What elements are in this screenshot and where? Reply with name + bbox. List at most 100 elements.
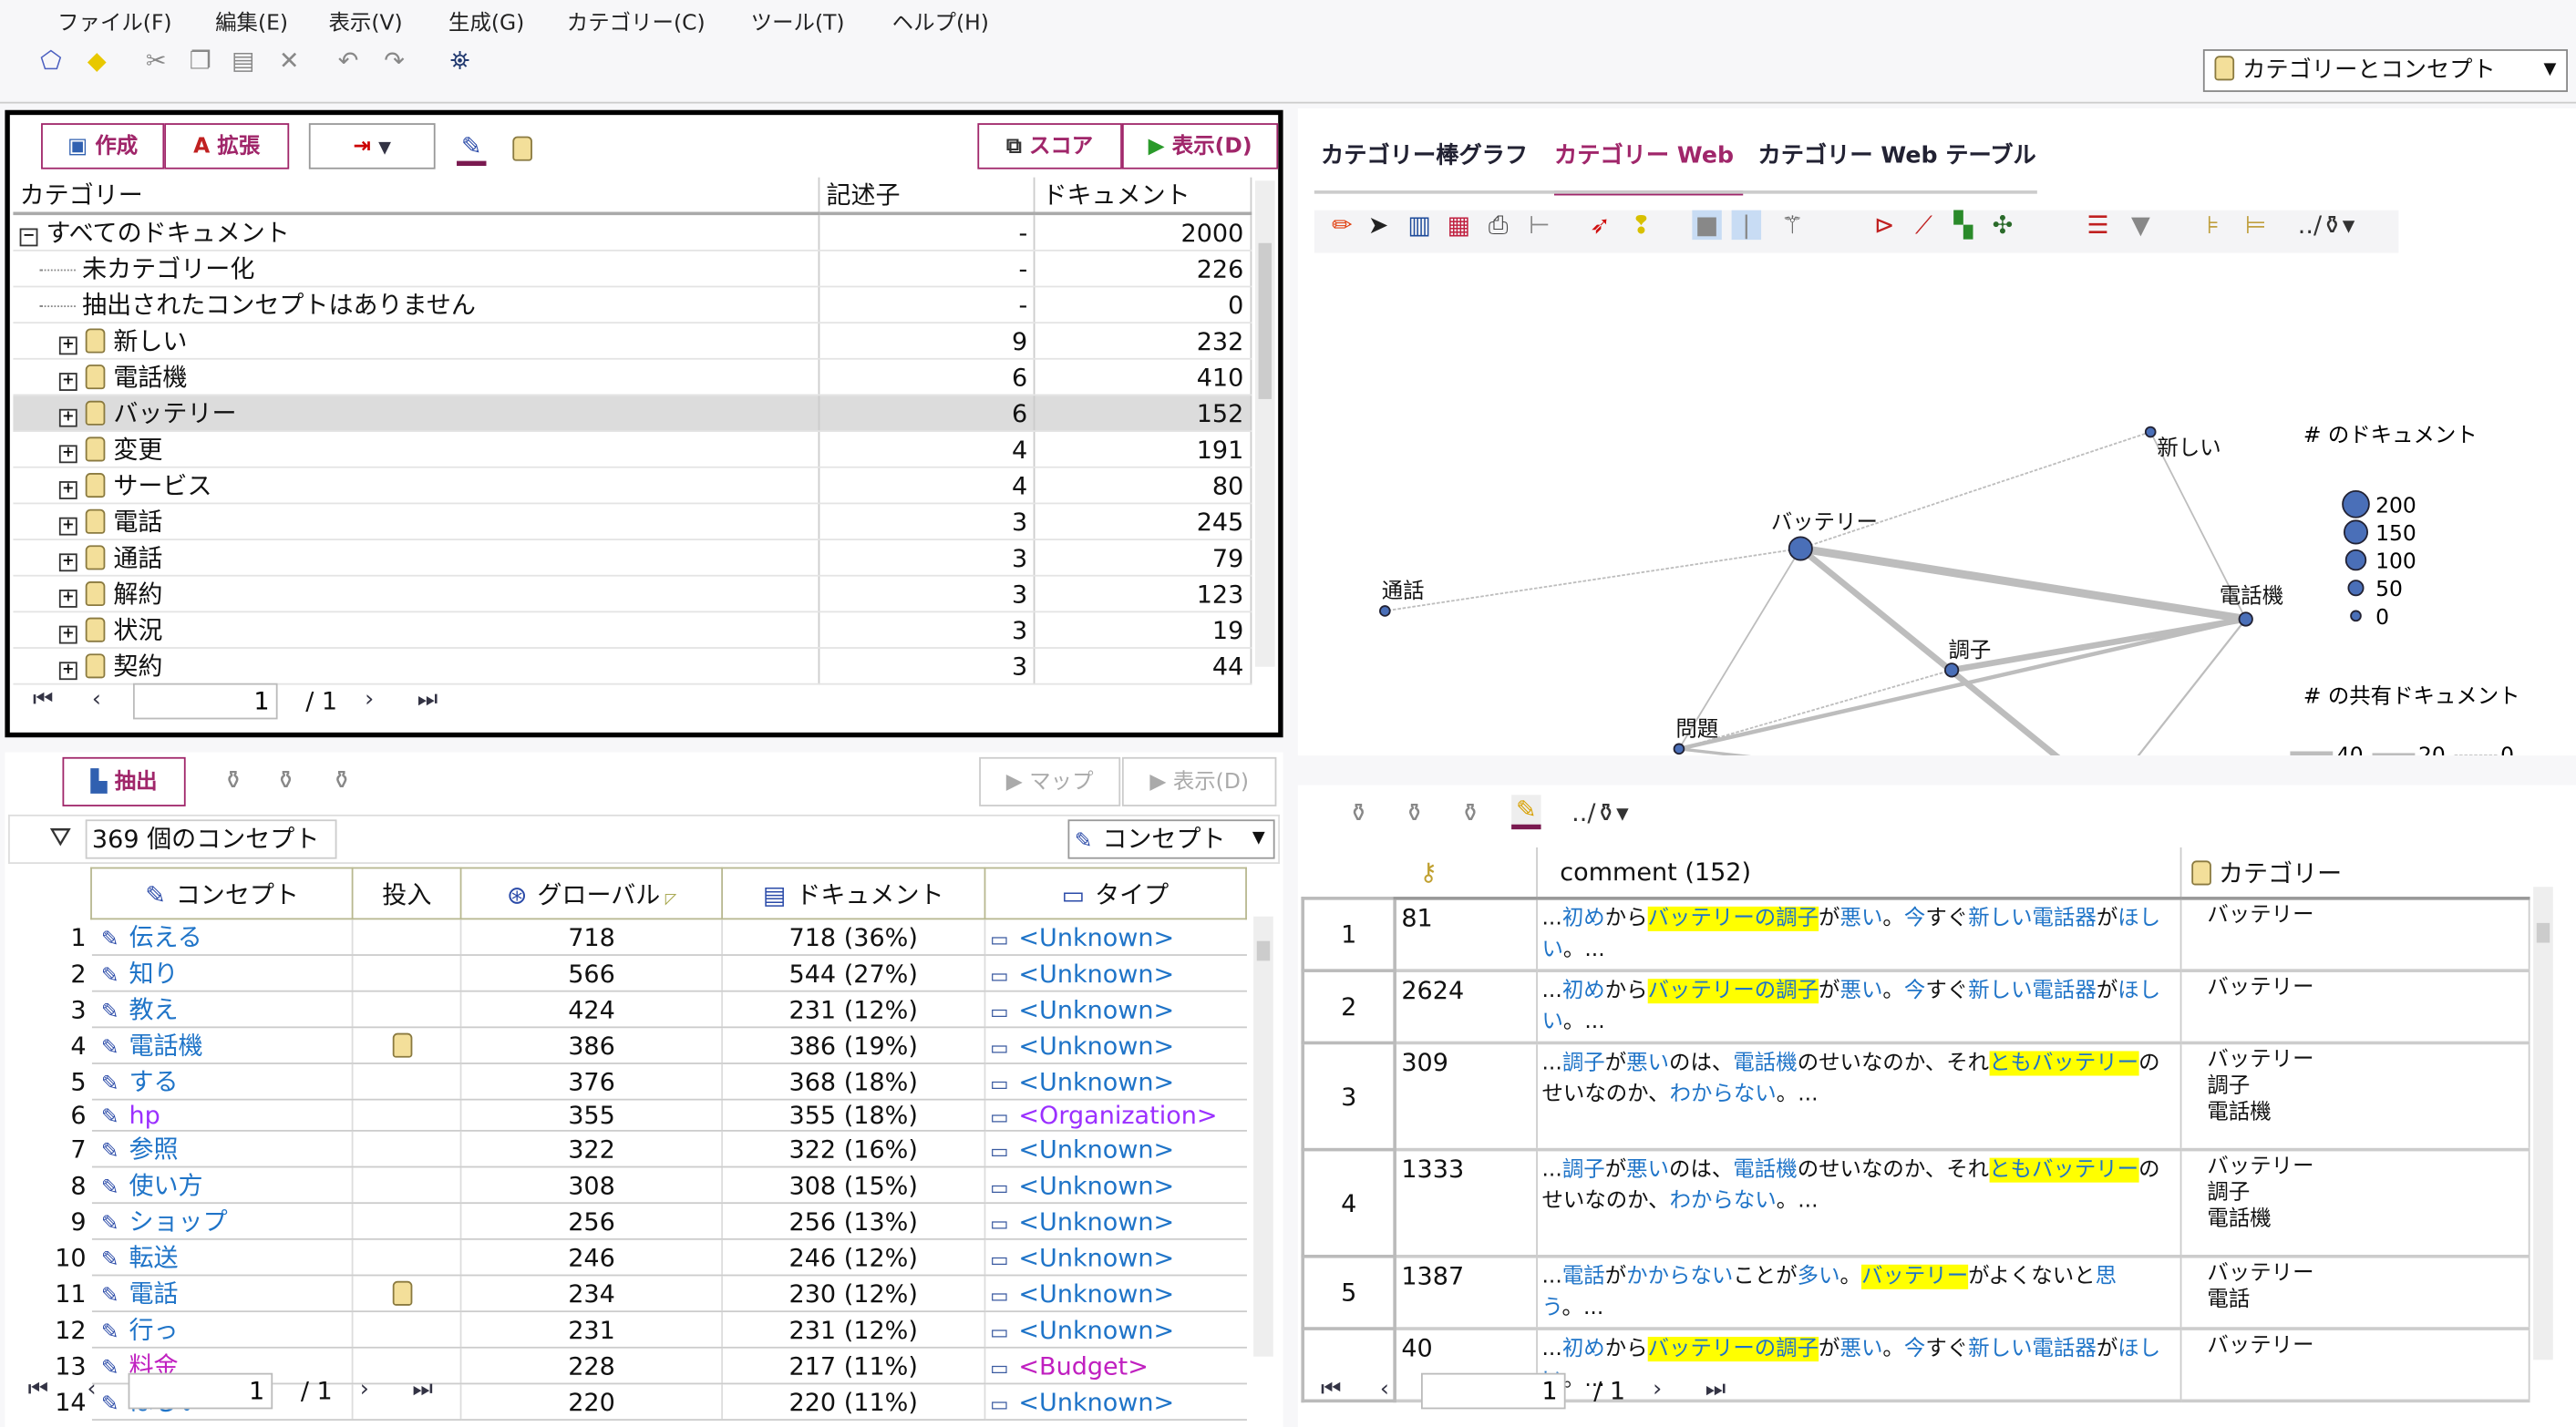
web-edge[interactable] [1678,617,2247,752]
expand-icon[interactable]: + [58,625,77,644]
add-to-category-icon[interactable]: ⚱ [222,765,244,796]
collapse-tree-icon[interactable]: ⊨ [2244,210,2267,241]
table-copy-icon[interactable]: ▦ [1447,210,1471,241]
concept-name[interactable]: 転送 [129,1243,179,1273]
first-page-icon[interactable]: ⏮ [27,1376,49,1403]
document-row[interactable]: 3 309 ...調子が悪いのは、電話機のせいなのか、それともバッテリーのせいなのか… [1301,1041,2530,1152]
extend-button[interactable]: A 拡張 [164,123,290,169]
category-menu-icon[interactable]: ../⚱▾ [1571,797,1629,828]
build-button[interactable]: ▣ 作成 [41,123,165,169]
extract-button[interactable]: ▙ 抽出 [62,756,186,806]
scrollbar-thumb[interactable] [1256,940,1271,961]
circle-layout-icon[interactable]: ✣ [1992,210,2014,241]
category-row[interactable]: + 電話 3 245 [13,503,1252,540]
column-header[interactable]: ▤ ドキュメント [721,867,985,920]
new-icon[interactable]: ⬠ [40,46,62,76]
tab-category-web[interactable]: カテゴリー Web [1553,138,1744,196]
web-node[interactable] [1788,536,1813,561]
scrollbar-thumb[interactable] [1258,242,1272,399]
delete-icon[interactable]: ✕ [278,46,300,76]
web-edge[interactable] [2149,431,2247,620]
redo-icon[interactable]: ↷ [384,46,405,76]
concept-name[interactable]: 教え [129,995,179,1025]
scrollbar[interactable] [2533,887,2553,1360]
expand-icon[interactable]: + [58,553,77,572]
next-page-icon[interactable]: › [365,686,375,714]
last-page-icon[interactable]: ⏭ [417,686,438,714]
concept-row[interactable]: 6 ✎ hp 355 355 (18%) ▭ <Organization> [8,1099,1247,1132]
page-input[interactable] [132,683,278,720]
category-row[interactable]: + 電話機 6 410 [13,358,1252,396]
category-row[interactable]: + 新しい 9 232 [13,323,1252,360]
type-select[interactable]: ✎ コンセプト ▼ [1067,819,1275,859]
copy-icon[interactable]: ❐ [189,46,211,76]
concept-row[interactable]: 11 ✎ 電話 234 230 (12%) ▭ <Unknown> [8,1275,1247,1313]
document-row[interactable]: 2 2624 ...初めからバッテリーの調子が悪い。今すぐ新しい電話器がほしい。..… [1301,969,2530,1045]
column-header[interactable]: ✎ コンセプト [90,867,355,920]
prev-page-icon[interactable]: ‹ [1379,1376,1390,1403]
concept-row[interactable]: 7 ✎ 参照 322 322 (16%) ▭ <Unknown> [8,1130,1247,1168]
expand-tree-icon[interactable]: ⊧ [2206,210,2220,241]
concept-row[interactable]: 9 ✎ ショップ 256 256 (13%) ▭ <Unknown> [8,1203,1247,1240]
filter-funnel-icon[interactable]: ▼ [2130,210,2150,241]
expand-icon[interactable]: + [58,408,77,427]
grid-layout-icon[interactable]: ▚ [1953,210,1973,241]
display-button[interactable]: ▶ 表示(D) [1121,756,1277,806]
concept-name[interactable]: 知り [129,959,179,989]
expand-icon[interactable]: + [58,517,77,536]
web-node[interactable] [2238,611,2253,627]
concept-row[interactable]: 2 ✎ 知り 566 544 (27%) ▭ <Unknown> [8,955,1247,992]
concept-pencil-icon[interactable]: ✎ [457,131,487,167]
web-edge[interactable] [1385,548,1801,612]
last-page-icon[interactable]: ⏭ [1705,1376,1726,1403]
concept-name[interactable]: ショップ [129,1206,228,1237]
column-header[interactable]: 記述子 [819,177,1036,216]
tab-category-web-table[interactable]: カテゴリー Web テーブル [1757,138,2035,170]
expand-icon[interactable]: + [58,445,77,464]
document-row[interactable]: 4 1333 ...調子が悪いのは、電話機のせいなのか、それともバッテリーのせいなの… [1301,1147,2530,1258]
concept-name[interactable]: 参照 [129,1134,179,1165]
menu-item[interactable]: カテゴリー(C) [566,11,706,36]
web-node[interactable] [1379,605,1391,617]
undo-icon[interactable]: ↶ [337,46,359,76]
cut-icon[interactable]: ✂ [145,46,167,76]
expand-icon[interactable]: + [58,481,77,499]
category-row[interactable]: + 状況 3 19 [13,611,1252,649]
remove-icon[interactable]: ⚱ [331,765,353,796]
scrollbar-thumb[interactable] [2536,922,2550,943]
score-button[interactable]: ⧉ スコア [977,123,1122,169]
column-header[interactable]: ⊛ グローバル ◸ [459,867,724,920]
print-icon[interactable]: ⎙ [1488,210,1509,241]
page-input[interactable] [128,1372,273,1410]
category-row[interactable]: 抽出されたコンセプトはありません -0 [13,286,1252,324]
tab-category-bar-chart[interactable]: カテゴリー棒グラフ [1321,138,1528,170]
comment-header[interactable]: comment (152) [1535,847,2180,900]
web-edge[interactable] [2107,618,2247,756]
category-row[interactable]: − すべてのドキュメント -2000 [13,213,1252,252]
category-row[interactable]: + バッテリー 6 152 [13,395,1252,433]
concept-row[interactable]: 8 ✎ 使い方 308 308 (15%) ▭ <Unknown> [8,1166,1247,1205]
concept-row[interactable]: 1 ✎ 伝える 718 718 (36%) ▭ <Unknown> [8,919,1247,956]
scrollbar[interactable] [1254,180,1275,667]
next-page-icon[interactable]: › [359,1376,369,1403]
add-category-icon[interactable]: ⚱ [1348,797,1369,828]
expand-icon[interactable]: + [58,662,77,681]
link-layout-icon[interactable]: ⟋ [1915,210,1932,241]
last-page-icon[interactable]: ⏭ [412,1376,434,1403]
collapse-icon[interactable]: − [19,228,38,247]
column-header[interactable]: ▭ タイプ [983,867,1247,920]
expand-icon[interactable]: + [58,590,77,608]
remove-category-icon[interactable]: ⚱ [1404,797,1426,828]
concept-name[interactable]: 使い方 [129,1171,203,1201]
select-pointer-icon[interactable]: ➤ [1367,210,1389,241]
edit-category-icon[interactable]: ✎ [1511,795,1541,830]
view-select[interactable]: カテゴリーとコンセプト ▼ [2202,49,2568,92]
first-page-icon[interactable]: ⏮ [33,686,54,714]
line-icon[interactable]: | [1731,210,1762,241]
expand-icon[interactable]: + [58,373,77,391]
web-edge[interactable] [1678,669,1953,750]
wand-icon[interactable]: ⚚ [1781,210,1804,241]
web-edge[interactable] [1799,544,2247,623]
paste-icon[interactable]: ▤ [231,46,255,76]
menu-item[interactable]: 編集(E) [215,11,289,36]
